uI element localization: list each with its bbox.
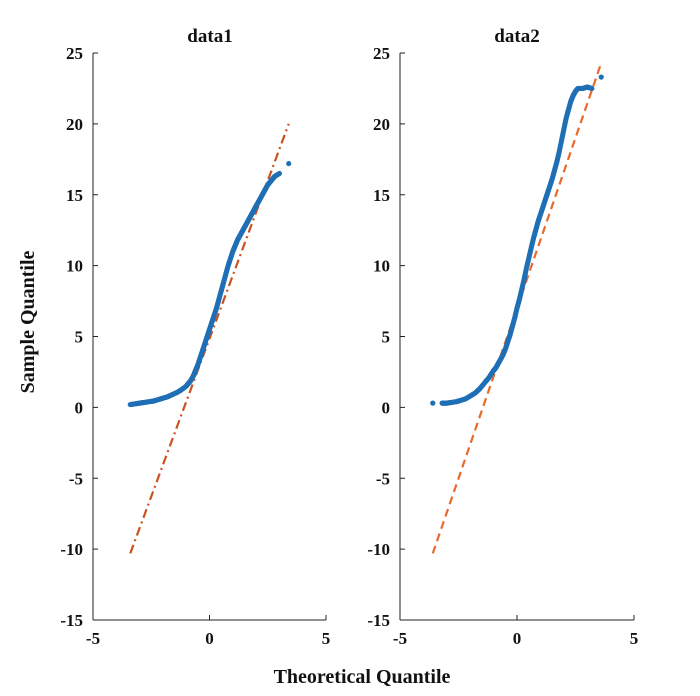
y-tick-label: 20 (66, 115, 83, 134)
y-tick-label: -10 (367, 540, 390, 559)
plot-title: data1 (187, 26, 232, 47)
y-tick-label: 25 (66, 44, 83, 63)
data-points (430, 74, 604, 406)
reference-line (431, 62, 603, 554)
y-tick-label: 10 (66, 257, 83, 276)
y-tick-label: 20 (373, 115, 390, 134)
data-point (430, 400, 436, 406)
x-tick-label: 0 (513, 629, 522, 648)
plot-panel-data2: data2 -15 -10 -5 0 5 10 15 20 25 -5 0 5 (367, 26, 638, 648)
axes: -15 -10 -5 0 5 10 15 20 25 -5 0 5 (367, 44, 638, 648)
plot-title: data2 (494, 26, 539, 47)
y-tick-label: 15 (373, 186, 390, 205)
y-tick-label: -15 (60, 611, 83, 630)
y-tick-label: 15 (66, 186, 83, 205)
y-tick-label: -5 (376, 469, 390, 488)
y-tick-label: -15 (367, 611, 390, 630)
y-tick-label: 25 (373, 44, 390, 63)
plot-panel-data1: data1 -15 -10 -5 0 5 10 15 20 25 -5 0 5 (60, 26, 330, 648)
y-tick-label: -5 (69, 469, 83, 488)
y-tick-label: 0 (75, 398, 84, 417)
axes: -15 -10 -5 0 5 10 15 20 25 -5 0 5 (60, 44, 330, 648)
x-tick-label: 0 (205, 629, 214, 648)
x-axis-label: Theoretical Quantile (274, 666, 451, 688)
y-tick-label: -10 (60, 540, 83, 559)
data-points (127, 160, 292, 408)
x-tick-label: -5 (393, 629, 407, 648)
y-tick-label: 5 (382, 328, 391, 347)
data-point (286, 160, 292, 167)
x-tick-label: -5 (86, 629, 100, 648)
y-axis-label: Sample Quantile (17, 250, 39, 393)
data-point (598, 74, 604, 80)
y-tick-label: 10 (373, 257, 390, 276)
y-tick-label: 0 (382, 398, 391, 417)
reference-line-group (431, 62, 603, 554)
y-tick-label: 5 (75, 328, 84, 347)
x-tick-label: 5 (322, 629, 331, 648)
data-point (589, 85, 595, 92)
x-tick-label: 5 (630, 629, 639, 648)
data-point (276, 170, 282, 177)
